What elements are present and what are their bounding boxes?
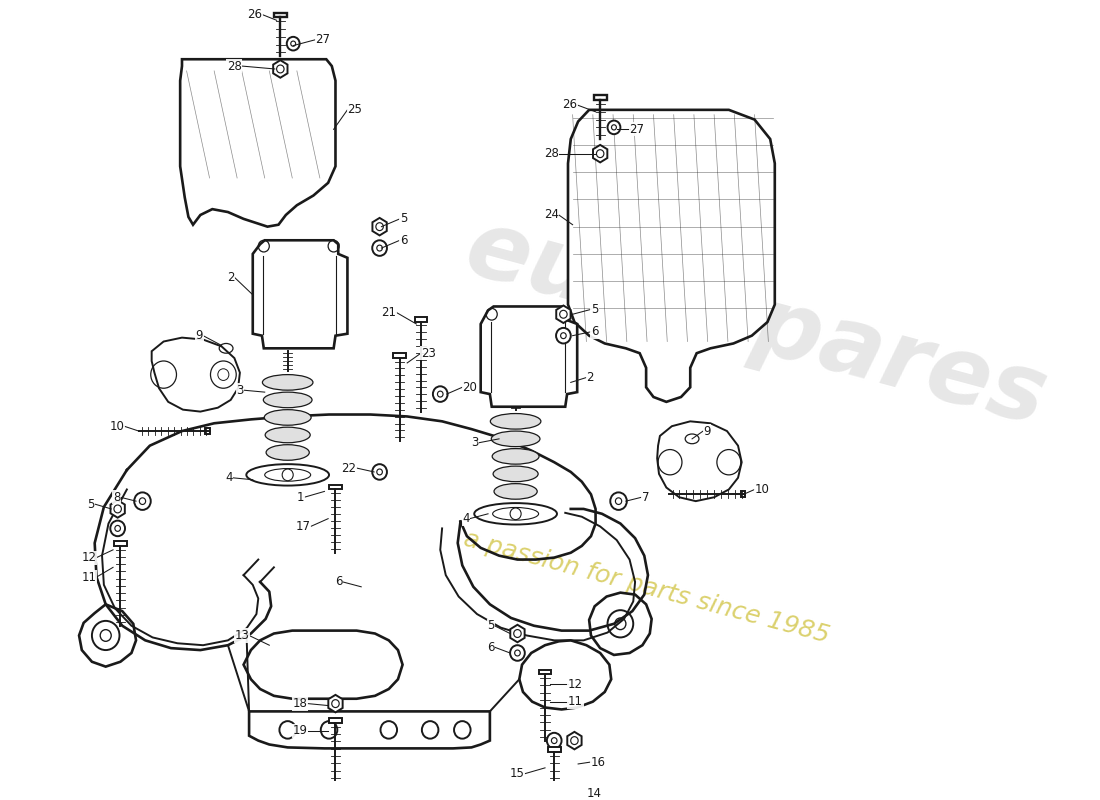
Polygon shape	[557, 306, 571, 323]
Text: 12: 12	[81, 551, 97, 564]
Text: 5: 5	[399, 212, 407, 226]
Circle shape	[557, 328, 571, 343]
Circle shape	[372, 464, 387, 480]
Bar	[329, 485, 342, 490]
Text: 26: 26	[562, 98, 578, 111]
Text: 17: 17	[296, 520, 310, 533]
Bar	[394, 353, 406, 358]
Text: 26: 26	[248, 8, 262, 21]
Bar	[205, 428, 210, 434]
Polygon shape	[110, 500, 124, 518]
Bar	[548, 747, 561, 752]
Text: 6: 6	[336, 575, 343, 589]
Text: 5: 5	[87, 498, 95, 510]
Circle shape	[134, 492, 151, 510]
Bar	[539, 670, 551, 674]
Circle shape	[110, 521, 125, 536]
Ellipse shape	[474, 503, 557, 525]
Text: 11: 11	[81, 570, 97, 583]
Circle shape	[547, 733, 562, 748]
Ellipse shape	[246, 464, 329, 486]
Text: 4: 4	[226, 471, 232, 484]
Polygon shape	[273, 60, 287, 78]
Polygon shape	[568, 110, 774, 402]
Ellipse shape	[263, 374, 313, 390]
Text: 20: 20	[462, 381, 477, 394]
Text: 9: 9	[703, 425, 711, 438]
Bar	[329, 718, 342, 723]
Ellipse shape	[493, 466, 538, 482]
Bar	[415, 317, 428, 322]
Ellipse shape	[265, 427, 310, 442]
Bar	[594, 95, 606, 100]
Ellipse shape	[494, 484, 537, 499]
Text: 10: 10	[109, 420, 124, 433]
Polygon shape	[593, 145, 607, 162]
Text: 18: 18	[293, 697, 308, 710]
Polygon shape	[249, 711, 490, 748]
Polygon shape	[152, 338, 240, 411]
Text: 23: 23	[421, 346, 436, 360]
Ellipse shape	[264, 410, 311, 426]
Text: 27: 27	[316, 34, 330, 46]
Text: 5: 5	[591, 303, 598, 316]
Polygon shape	[481, 306, 578, 406]
Polygon shape	[510, 625, 525, 642]
Circle shape	[607, 121, 620, 134]
Bar	[274, 13, 287, 18]
Ellipse shape	[263, 392, 312, 408]
Text: 1: 1	[297, 490, 305, 504]
Text: 2: 2	[227, 270, 234, 284]
Text: 22: 22	[342, 462, 356, 474]
Text: 11: 11	[568, 695, 583, 708]
Circle shape	[610, 492, 627, 510]
Text: 28: 28	[543, 147, 559, 160]
Circle shape	[510, 508, 521, 520]
Text: 7: 7	[641, 490, 649, 504]
Text: eurospares: eurospares	[455, 202, 1057, 446]
Ellipse shape	[492, 431, 540, 446]
Text: 6: 6	[487, 641, 495, 654]
Text: 3: 3	[236, 384, 243, 397]
Polygon shape	[180, 59, 336, 226]
Text: 10: 10	[755, 483, 769, 496]
Text: 5: 5	[487, 619, 495, 632]
Polygon shape	[373, 218, 387, 235]
Text: 15: 15	[510, 767, 525, 780]
Text: 21: 21	[381, 306, 396, 319]
Ellipse shape	[491, 414, 541, 429]
Text: a passion for parts since 1985: a passion for parts since 1985	[461, 526, 832, 647]
Circle shape	[287, 37, 299, 50]
Text: 12: 12	[568, 678, 583, 690]
Text: 8: 8	[113, 490, 120, 504]
Bar	[740, 491, 746, 498]
Circle shape	[510, 646, 525, 661]
Ellipse shape	[266, 445, 309, 460]
Text: 25: 25	[348, 103, 362, 116]
Text: 27: 27	[629, 123, 645, 136]
Text: 19: 19	[293, 724, 308, 738]
Circle shape	[433, 386, 448, 402]
Circle shape	[372, 240, 387, 256]
Text: 14: 14	[586, 786, 602, 800]
Bar	[114, 541, 126, 546]
Text: 24: 24	[543, 209, 559, 222]
Polygon shape	[253, 240, 348, 348]
Text: 13: 13	[234, 629, 249, 642]
Polygon shape	[328, 695, 342, 712]
Text: 28: 28	[227, 59, 242, 73]
Polygon shape	[657, 422, 741, 501]
Text: 4: 4	[462, 512, 470, 525]
Text: 3: 3	[472, 436, 478, 450]
Text: 2: 2	[586, 371, 594, 384]
Text: 16: 16	[591, 755, 606, 769]
Text: 6: 6	[399, 234, 407, 246]
Circle shape	[283, 469, 294, 481]
Text: 6: 6	[591, 326, 598, 338]
Ellipse shape	[492, 449, 539, 464]
Polygon shape	[568, 732, 582, 750]
Text: 9: 9	[196, 329, 204, 342]
